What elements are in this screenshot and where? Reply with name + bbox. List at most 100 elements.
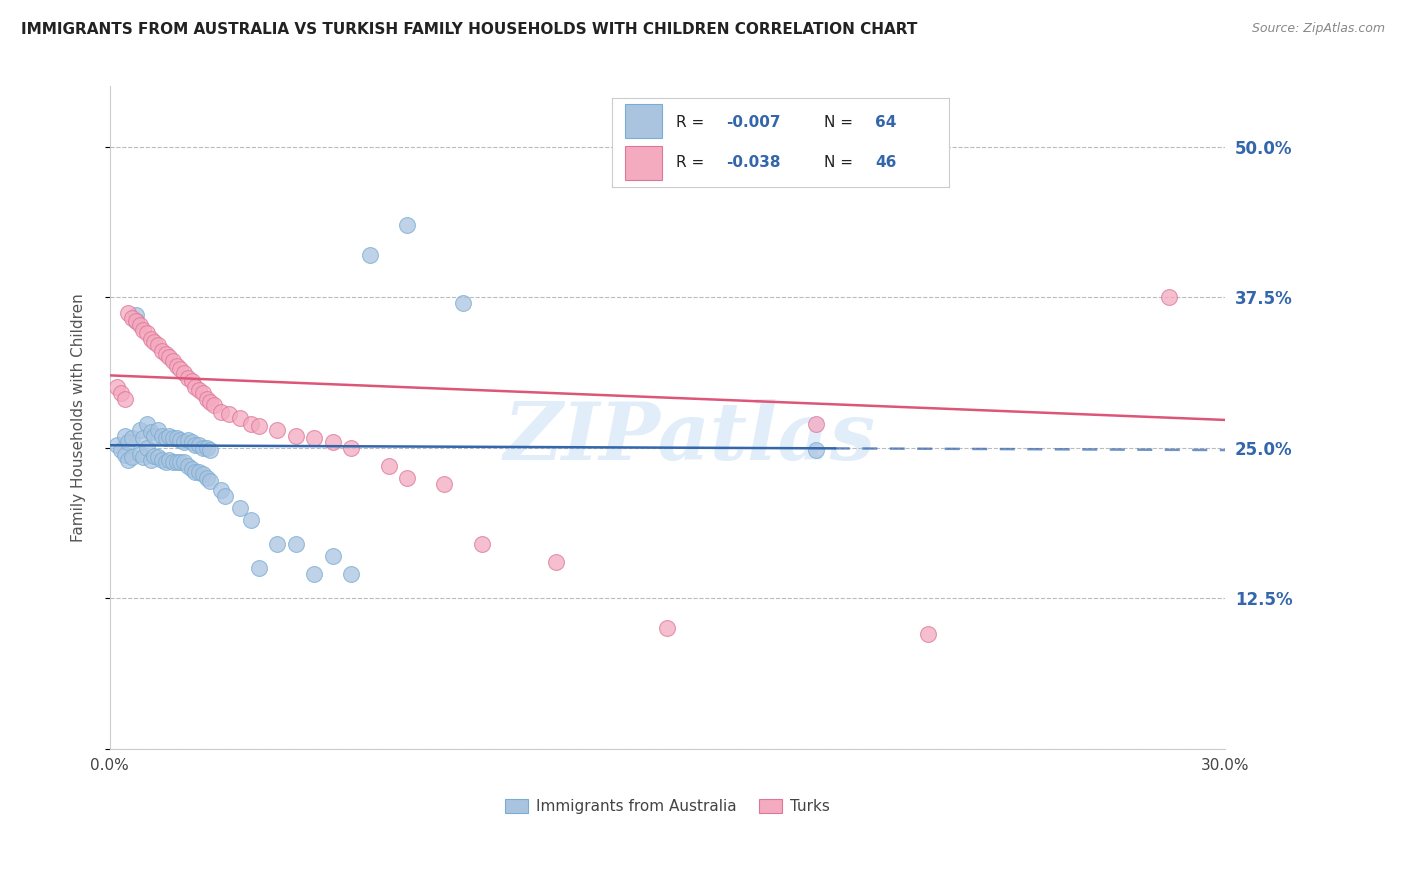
Point: [396, 218, 419, 232]
FancyBboxPatch shape: [626, 104, 662, 138]
Point: [184, 380, 207, 394]
Point: [200, 443, 222, 458]
Point: [195, 441, 218, 455]
Point: [184, 438, 207, 452]
Point: [139, 332, 162, 346]
Point: [229, 410, 252, 425]
Point: [143, 428, 166, 442]
Point: [200, 395, 222, 409]
Point: [804, 417, 827, 431]
Point: [155, 431, 177, 445]
Point: [177, 458, 200, 473]
Point: [157, 452, 180, 467]
Point: [322, 434, 344, 449]
Point: [188, 465, 211, 479]
Point: [136, 417, 159, 431]
Point: [117, 434, 139, 449]
Point: [266, 537, 288, 551]
Point: [169, 362, 191, 376]
Point: [148, 423, 170, 437]
Point: [184, 465, 207, 479]
Point: [121, 431, 143, 445]
Text: -0.038: -0.038: [727, 155, 780, 169]
Point: [169, 455, 191, 469]
Point: [177, 434, 200, 448]
Point: [247, 419, 270, 434]
Point: [139, 452, 162, 467]
Text: Source: ZipAtlas.com: Source: ZipAtlas.com: [1251, 22, 1385, 36]
Point: [322, 549, 344, 563]
Text: R =: R =: [676, 115, 709, 129]
Point: [105, 438, 128, 452]
Point: [166, 431, 188, 445]
Point: [180, 434, 202, 449]
Point: [114, 448, 136, 462]
Point: [200, 475, 222, 489]
Point: [114, 392, 136, 407]
Point: [132, 323, 155, 337]
Text: N =: N =: [824, 115, 858, 129]
Point: [451, 296, 474, 310]
FancyBboxPatch shape: [626, 146, 662, 180]
Point: [136, 326, 159, 341]
Point: [128, 423, 150, 437]
Point: [544, 555, 567, 569]
Point: [155, 347, 177, 361]
Point: [157, 351, 180, 365]
Point: [188, 383, 211, 397]
Point: [284, 537, 307, 551]
Point: [157, 428, 180, 442]
Point: [188, 438, 211, 452]
Point: [150, 428, 173, 442]
Point: [240, 513, 263, 527]
Point: [125, 314, 148, 328]
Point: [180, 375, 202, 389]
Point: [139, 425, 162, 439]
Point: [128, 318, 150, 332]
Point: [148, 338, 170, 352]
Point: [191, 386, 214, 401]
Point: [132, 431, 155, 445]
Legend: Immigrants from Australia, Turks: Immigrants from Australia, Turks: [499, 793, 835, 821]
Point: [917, 627, 939, 641]
Point: [359, 248, 381, 262]
Point: [169, 434, 191, 448]
Point: [304, 567, 326, 582]
Point: [266, 423, 288, 437]
Point: [166, 359, 188, 373]
Point: [125, 308, 148, 322]
Point: [209, 404, 232, 418]
Point: [195, 471, 218, 485]
Point: [114, 428, 136, 442]
Point: [173, 434, 195, 449]
Text: 46: 46: [875, 155, 896, 169]
Point: [340, 567, 363, 582]
Point: [162, 354, 184, 368]
Point: [125, 314, 148, 328]
Text: N =: N =: [824, 155, 858, 169]
Point: [117, 452, 139, 467]
Point: [105, 380, 128, 394]
Point: [136, 441, 159, 455]
Point: [143, 334, 166, 349]
Point: [132, 450, 155, 465]
Y-axis label: Family Households with Children: Family Households with Children: [72, 293, 86, 542]
Point: [240, 417, 263, 431]
Point: [128, 447, 150, 461]
Point: [173, 455, 195, 469]
Text: R =: R =: [676, 155, 709, 169]
Point: [162, 455, 184, 469]
Text: IMMIGRANTS FROM AUSTRALIA VS TURKISH FAMILY HOUSEHOLDS WITH CHILDREN CORRELATION: IMMIGRANTS FROM AUSTRALIA VS TURKISH FAM…: [21, 22, 918, 37]
Text: ZIPatlas: ZIPatlas: [503, 399, 876, 476]
Point: [214, 489, 236, 503]
Point: [110, 443, 132, 458]
Point: [229, 500, 252, 515]
Point: [121, 450, 143, 465]
Point: [377, 458, 399, 473]
Point: [173, 366, 195, 380]
Point: [150, 452, 173, 467]
Point: [195, 392, 218, 407]
Point: [177, 371, 200, 385]
Point: [471, 537, 494, 551]
Point: [284, 428, 307, 442]
